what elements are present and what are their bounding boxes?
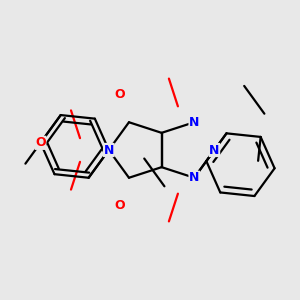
Text: N: N: [189, 116, 200, 129]
Text: N: N: [209, 143, 220, 157]
Text: O: O: [115, 88, 125, 101]
Text: O: O: [35, 136, 46, 149]
Text: N: N: [189, 171, 200, 184]
Text: N: N: [103, 143, 114, 157]
Text: O: O: [115, 199, 125, 212]
